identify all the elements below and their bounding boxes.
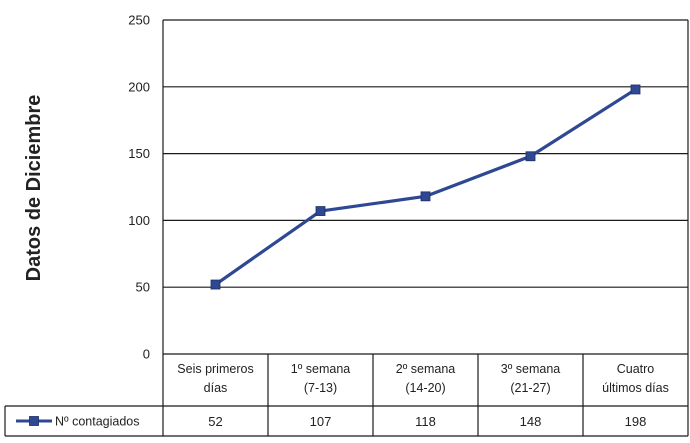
series-line (214, 88, 637, 286)
category-label: 2º semana (14-20) (396, 362, 456, 395)
category-label: 1º semana (7-13) (291, 362, 351, 395)
data-value-label: 198 (625, 414, 647, 429)
data-table: Seis primeros días 1º semana (7-13) 2º seman… (4, 354, 688, 437)
y-tick-labels: 0 50 100 150 200 250 (128, 13, 150, 362)
category-label: Cuatro últimos días (602, 362, 669, 395)
y-tick-label: 150 (128, 146, 150, 161)
legend-label: Nº contagiados (55, 415, 139, 429)
legend-marker-icon (29, 416, 39, 426)
series-group (210, 84, 641, 290)
data-point (210, 279, 221, 290)
data-value-label: 148 (520, 414, 542, 429)
gridlines (162, 19, 689, 436)
data-value-label: 107 (310, 414, 332, 429)
y-tick-label: 0 (143, 347, 150, 362)
y-tick-label: 200 (128, 79, 150, 94)
category-label: Seis primeros días (177, 362, 253, 395)
y-tick-label: 100 (128, 213, 150, 228)
y-tick-label: 250 (128, 13, 150, 28)
data-point (630, 84, 641, 95)
data-point (525, 151, 536, 162)
y-axis-title: Datos de Diciembre (23, 95, 45, 282)
data-point (420, 191, 431, 202)
data-value-label: 118 (415, 414, 436, 429)
category-label: 3º semana (21-27) (501, 362, 561, 395)
y-tick-label: 50 (136, 280, 150, 295)
data-point (315, 206, 326, 216)
data-value-label: 52 (208, 414, 222, 429)
